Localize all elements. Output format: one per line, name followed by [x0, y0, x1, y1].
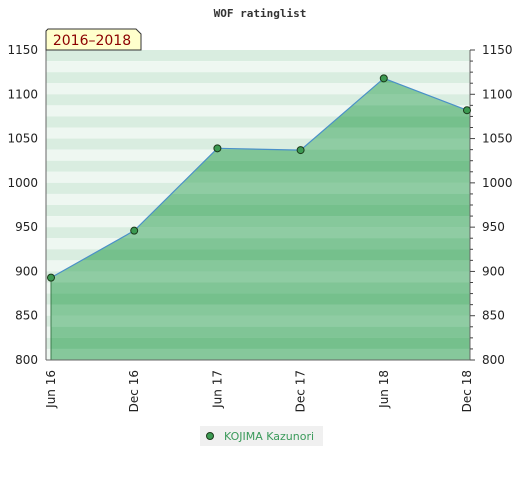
series-points: [47, 74, 471, 282]
area-band: [51, 282, 470, 294]
bg-band: [46, 72, 470, 84]
bg-band: [46, 94, 470, 106]
area-band: [51, 315, 470, 327]
area-band: [51, 293, 470, 305]
data-point[interactable]: [130, 226, 139, 235]
y-tick-label-left: 1150: [7, 43, 38, 57]
y-tick-label-right: 1050: [482, 132, 513, 146]
y-tick-label-right: 850: [482, 309, 505, 323]
y-tick-label-left: 850: [15, 309, 38, 323]
area-band: [51, 160, 470, 172]
x-tick-label: Dec 16: [127, 370, 141, 412]
period-badge-label: 2016–2018: [53, 33, 131, 49]
area-band: [51, 348, 470, 360]
x-tick-label: Jun 18: [377, 370, 391, 409]
area-band: [51, 182, 470, 194]
y-tick-label-right: 950: [482, 220, 505, 234]
y-axis-left-labels: 800 850 900 950 1000 1050 1100 1150: [7, 43, 38, 367]
area-band: [51, 337, 470, 349]
bg-band: [46, 127, 470, 139]
y-tick-label-right: 1100: [482, 87, 513, 101]
area-band: [51, 149, 470, 161]
y-tick-label-right: 1150: [482, 43, 513, 57]
bg-band: [46, 116, 470, 128]
bg-band: [46, 61, 470, 73]
area-band: [51, 193, 470, 205]
area-band: [51, 271, 470, 283]
x-tick-label: Dec 18: [460, 370, 474, 412]
x-tick-label: Jun 16: [44, 370, 58, 409]
data-point[interactable]: [463, 106, 471, 115]
legend-box: [200, 426, 323, 446]
data-point[interactable]: [47, 273, 55, 282]
area-band: [51, 260, 470, 272]
x-tick-label: Jun 17: [210, 370, 224, 409]
y-tick-label-left: 950: [15, 220, 38, 234]
y-tick-label-right: 900: [482, 264, 505, 278]
area-band: [51, 238, 470, 250]
legend-label-series: KOJIMA Kazunori: [224, 430, 314, 443]
period-badge: 2016–2018: [45, 28, 142, 51]
bg-band: [46, 50, 470, 62]
area-band: [51, 304, 470, 316]
y-tick-label-left: 1000: [7, 176, 38, 190]
y-tick-label-right: 800: [482, 353, 505, 367]
area-band: [51, 171, 470, 183]
y-tick-label-left: 900: [15, 264, 38, 278]
legend[interactable]: KOJIMA Kazunori: [200, 426, 323, 446]
data-point[interactable]: [379, 74, 388, 83]
data-point[interactable]: [296, 146, 305, 155]
legend-marker: [206, 432, 214, 440]
bg-band: [46, 138, 470, 150]
axes: [45, 49, 475, 361]
y-axis-right-labels: 800 850 900 950 1000 1050 1100 1150: [482, 43, 513, 367]
bg-band: [46, 83, 470, 95]
area-band: [51, 326, 470, 338]
series-line: [50, 77, 468, 279]
area-band: [51, 249, 470, 261]
area-band: [51, 216, 470, 228]
data-point[interactable]: [213, 144, 222, 153]
y-tick-label-left: 1100: [7, 87, 38, 101]
x-axis-labels: Jun 16 Dec 16 Jun 17 Dec 17 Jun 18 Dec 18: [44, 370, 474, 412]
area-band: [51, 205, 470, 217]
x-tick-label: Dec 17: [294, 370, 308, 412]
y-tick-label-right: 1000: [482, 176, 513, 190]
area-band: [51, 227, 470, 239]
period-badge-box: [45, 28, 142, 51]
y-tick-label-left: 1050: [7, 132, 38, 146]
chart-title: WOF ratinglist: [214, 7, 307, 20]
y-tick-label-left: 800: [15, 353, 38, 367]
bg-band: [46, 105, 470, 117]
